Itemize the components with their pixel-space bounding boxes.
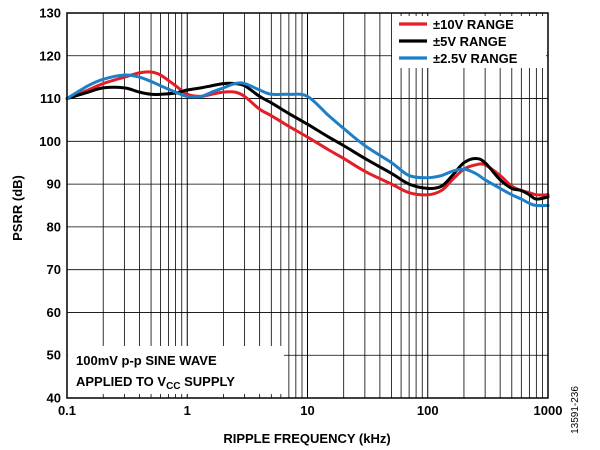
y-tick-label: 60 [47, 305, 61, 320]
y-tick-label: 130 [39, 6, 61, 21]
annotation-line-2-main: APPLIED TO V [76, 374, 166, 389]
y-tick-label: 40 [47, 391, 61, 406]
series-line-2v5-range [65, 73, 550, 208]
x-tick-label: 10 [300, 403, 314, 418]
figure-id: 13591-236 [570, 386, 581, 434]
y-tick-labels: 40 50 60 70 80 90 100 110 120 130 [39, 6, 61, 406]
y-tick-label: 80 [47, 219, 61, 234]
x-tick-label: 1 [184, 403, 191, 418]
legend: ±10V RANGE ±5V RANGE ±2.5V RANGE [392, 16, 546, 68]
annotation-line-2-subscript: CC [166, 381, 180, 392]
y-tick-label: 100 [39, 134, 61, 149]
x-tick-label: 100 [417, 403, 439, 418]
annotation-box [68, 346, 284, 394]
annotation-line-2: APPLIED TO VCC SUPPLY [76, 374, 235, 392]
y-tick-label: 90 [47, 177, 61, 192]
legend-label-5v: ±5V RANGE [433, 34, 507, 49]
plot-frame [66, 12, 549, 399]
y-axis-label: PSRR (dB) [10, 175, 25, 241]
annotation-line-2-tail: SUPPLY [181, 374, 236, 389]
legend-label-10v: ±10V RANGE [433, 17, 514, 32]
legend-label-2v5: ±2.5V RANGE [433, 51, 518, 66]
annotation-line-1: 100mV p-p SINE WAVE [76, 353, 217, 368]
x-tick-label: 1000 [534, 403, 563, 418]
annotation: 100mV p-p SINE WAVE APPLIED TO VCC SUPPL… [68, 346, 284, 394]
y-tick-label: 110 [40, 91, 61, 106]
y-tick-label: 120 [39, 48, 61, 63]
x-axis-label: RIPPLE FREQUENCY (kHz) [223, 431, 390, 446]
grid [66, 12, 548, 399]
x-tick-label: 0.1 [58, 403, 76, 418]
series-line-5v-range [65, 81, 550, 201]
y-tick-label: 70 [47, 262, 61, 277]
x-tick-labels: 0.1 1 10 100 1000 [58, 403, 563, 418]
y-tick-label: 50 [47, 348, 61, 363]
series-lines [65, 70, 550, 208]
